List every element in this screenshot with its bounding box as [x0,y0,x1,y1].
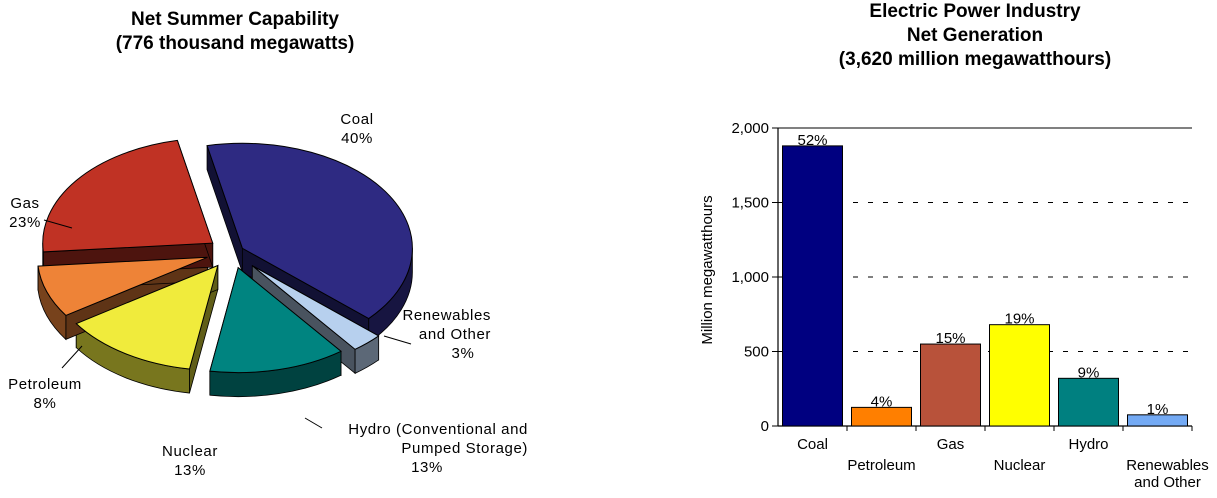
pie-slice-hydro-conventional-and-pumped-storage [209,266,342,374]
bar-series [782,145,1188,427]
bar-renewables-and-other [1127,414,1188,427]
bar-data-label-gas: 15% [935,330,965,347]
y-tick-label-1000: 1,000 [731,269,769,286]
pie-leader-gas [43,219,73,229]
pie-title-line-2: (776 thousand megawatts) [115,33,355,54]
pie-leader-petroleum [61,345,83,369]
bar-data-label-hydro: 9% [1078,364,1100,381]
pie-label-petroleum: Petroleum 8% [8,376,82,412]
pie-label-coal: Coal 40% [340,111,373,147]
y-tick-label-0: 0 [761,418,769,435]
pie-title-line-1: Net Summer Capability [131,9,339,30]
bar-labels: 0 500 1,000 1,500 2,000 Million megawatthours… [699,120,1209,491]
x-tick-label-nuclear: Nuclear [994,457,1046,474]
bar-coal [782,145,843,427]
pie-chart-title: Net Summer Capability (776 thousand mega… [45,8,425,56]
bar-title-line-1: Electric Power Industry [869,1,1081,22]
bar-data-label-petroleum: 4% [871,393,893,410]
y-tick-label-2000: 2,000 [731,120,769,137]
pie-slice-renewables-and-other [251,265,380,350]
pie-chart: Coal 40% Renewables and Other 3% Hydro (Conve… [8,111,528,479]
bar-title-line-2: Net Generation [906,25,1044,46]
x-tick-label-renewables-and-other: Renewables and Other [1126,457,1209,491]
x-tick-label-coal: Coal [797,436,828,453]
y-tick-label-500: 500 [744,344,769,361]
x-tick-label-petroleum: Petroleum [847,457,915,474]
pie-slice-coal [206,142,413,320]
pie-slice-nuclear [75,264,219,370]
bar-data-label-coal: 52% [797,132,827,149]
x-tick-label-gas: Gas [937,436,965,453]
bar-chart-title: Electric Power Industry Net Generation (… [760,0,1190,72]
pie-labels: Coal 40% Renewables and Other 3% Hydro (Conve… [8,111,528,479]
y-tick-label-1500: 1,500 [731,195,769,212]
pie-slice-gas [42,139,214,253]
pie-label-hydro-conventional-and-pumped-storage: Hydro (Conventional and Pumped Storage) 13… [348,421,528,476]
bar-gas [920,343,981,427]
pie-leader-lines [43,219,412,429]
bar-data-label-renewables-and-other: 1% [1147,401,1169,418]
y-axis-label: Million megawatthours [699,195,716,344]
bar-title-line-3: (3,620 million megawatthours) [838,49,1112,70]
bar-data-label-nuclear: 19% [1004,311,1034,328]
pie-label-gas: Gas 23% [9,195,41,231]
pie-label-nuclear: Nuclear 13% [162,443,218,479]
pie-slices [37,139,413,374]
pie-leader-renewables-and-other [383,335,412,345]
x-tick-label-hydro: Hydro [1068,436,1108,453]
bar-gridlines [778,202,1192,352]
pie-slice-petroleum [37,256,208,316]
bar-nuclear [989,324,1050,427]
bar-hydro [1058,377,1119,427]
bar-axes [772,127,1193,431]
bar-petroleum [851,406,912,427]
pie-label-renewables-and-other: Renewables and Other 3% [402,307,491,362]
pie-leader-hydro-conventional-and-pumped-storage [304,417,323,429]
